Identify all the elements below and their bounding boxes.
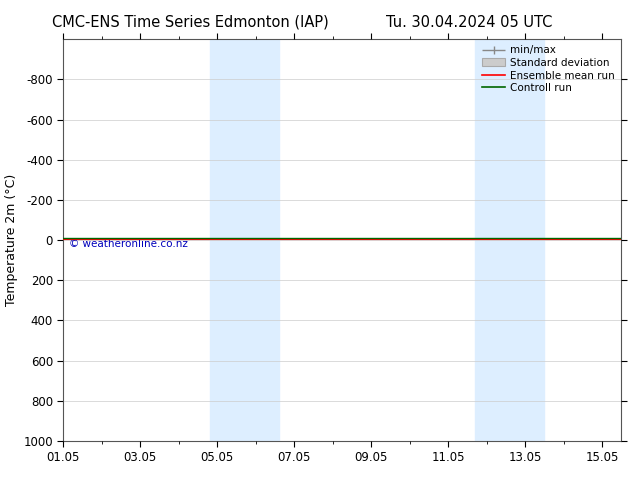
Text: © weatheronline.co.nz: © weatheronline.co.nz (69, 239, 188, 249)
Bar (210, 39, 279, 441)
Text: CMC-ENS Time Series Edmonton (IAP): CMC-ENS Time Series Edmonton (IAP) (52, 15, 328, 30)
Text: Tu. 30.04.2024 05 UTC: Tu. 30.04.2024 05 UTC (386, 15, 552, 30)
Legend: min/max, Standard deviation, Ensemble mean run, Controll run: min/max, Standard deviation, Ensemble me… (478, 41, 619, 98)
Y-axis label: Temperature 2m (°C): Temperature 2m (°C) (5, 174, 18, 306)
Bar (475, 39, 545, 441)
